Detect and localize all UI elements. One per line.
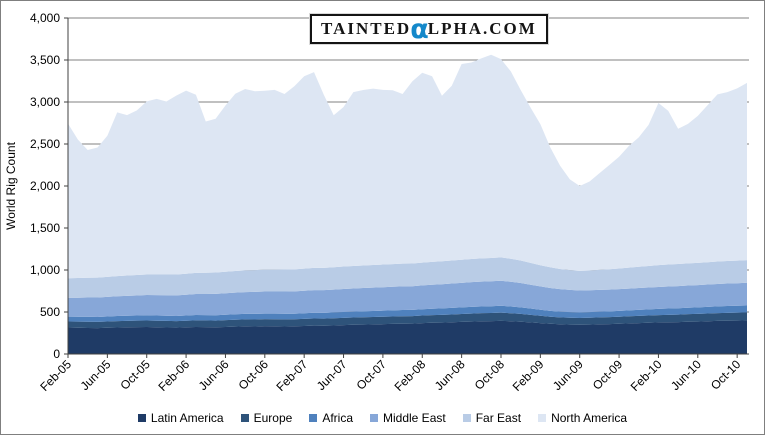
y-tick-label: 2,000 (30, 179, 60, 193)
y-tick-label: 1,500 (30, 221, 60, 235)
x-tick-labels: Feb-05 Jun-05 Oct-05 Feb-06 Jun-06 Oct-06 Feb-… (37, 357, 743, 394)
legend-label: North America (551, 411, 628, 425)
legend-swatch-africa (309, 414, 318, 422)
y-tick-label: 1,000 (30, 263, 60, 277)
area-europe (68, 312, 747, 329)
x-tick-label: Feb-07 (274, 357, 311, 394)
legend-item-middle-east: Middle East (370, 412, 446, 424)
x-tick-label: Jun-09 (550, 357, 586, 393)
x-tick-label: Oct-07 (354, 357, 390, 393)
x-tick-label: Oct-08 (472, 357, 508, 393)
legend-label: Middle East (383, 411, 446, 425)
axes (64, 17, 749, 358)
legend-swatch-far-east (462, 414, 471, 422)
legend-swatch-latin-america (137, 414, 146, 422)
x-tick-label: Feb-08 (392, 357, 429, 394)
legend-label: Far East (475, 411, 522, 425)
y-tick-label: 3,500 (30, 53, 60, 67)
y-axis-title: World Rig Count (4, 141, 18, 229)
x-tick-label: Feb-06 (155, 357, 192, 394)
legend-swatch-europe (240, 414, 249, 422)
legend-item-europe: Europe (240, 411, 293, 425)
x-tick-label: Oct-10 (708, 357, 744, 393)
legend-item-latin-america: Latin America (137, 411, 224, 425)
area-africa (68, 305, 747, 322)
y-tick-label: 0 (53, 347, 60, 361)
areas (68, 54, 747, 354)
legend-label: Europe (253, 411, 293, 425)
x-tick-label: Feb-10 (628, 357, 665, 394)
x-tick-label: Jun-10 (668, 357, 704, 393)
x-tick-label: Feb-05 (37, 357, 74, 394)
x-tick-label: Jun-08 (432, 357, 468, 393)
legend: Latin America Europe Africa Middle East Far … (1, 412, 764, 424)
legend-item-far-east: Far East (462, 411, 522, 425)
y-tick-label: 4,000 (30, 11, 60, 25)
logo-alpha-glyph: α (410, 14, 429, 45)
tainted-alpha-logo: TAINTED α LPHA.COM (310, 14, 548, 44)
y-tick-label: 2,500 (30, 137, 60, 151)
x-tick-label: Oct-06 (236, 357, 272, 393)
legend-swatch-middle-east (370, 414, 378, 422)
legend-swatch-north-america (538, 414, 547, 422)
x-tick-label: Oct-09 (590, 357, 626, 393)
legend-item-africa: Africa (309, 412, 353, 424)
area-far-east (68, 257, 747, 298)
y-tick-label: 3,000 (30, 95, 60, 109)
legend-label: Africa (322, 411, 353, 425)
x-tick-label: Feb-09 (510, 357, 547, 394)
x-tick-label: Oct-05 (117, 357, 153, 393)
legend-item-north-america: North America (538, 412, 627, 424)
y-tick-label: 500 (40, 305, 60, 319)
logo-text-right: LPHA.COM (427, 19, 537, 38)
logo-text-left: TAINTED (321, 19, 412, 38)
x-tick-label: Jun-06 (196, 357, 232, 393)
y-tick-labels: 0 500 1,000 1,500 2,000 2,500 3,000 3,500 4,000 (30, 11, 60, 361)
area-middle-east (68, 280, 747, 317)
area-latin-america (68, 320, 747, 354)
legend-label: Latin America (150, 411, 224, 425)
area-north-america (68, 54, 747, 279)
x-tick-label: Jun-07 (314, 357, 350, 393)
x-tick-label: Jun-05 (78, 357, 114, 393)
